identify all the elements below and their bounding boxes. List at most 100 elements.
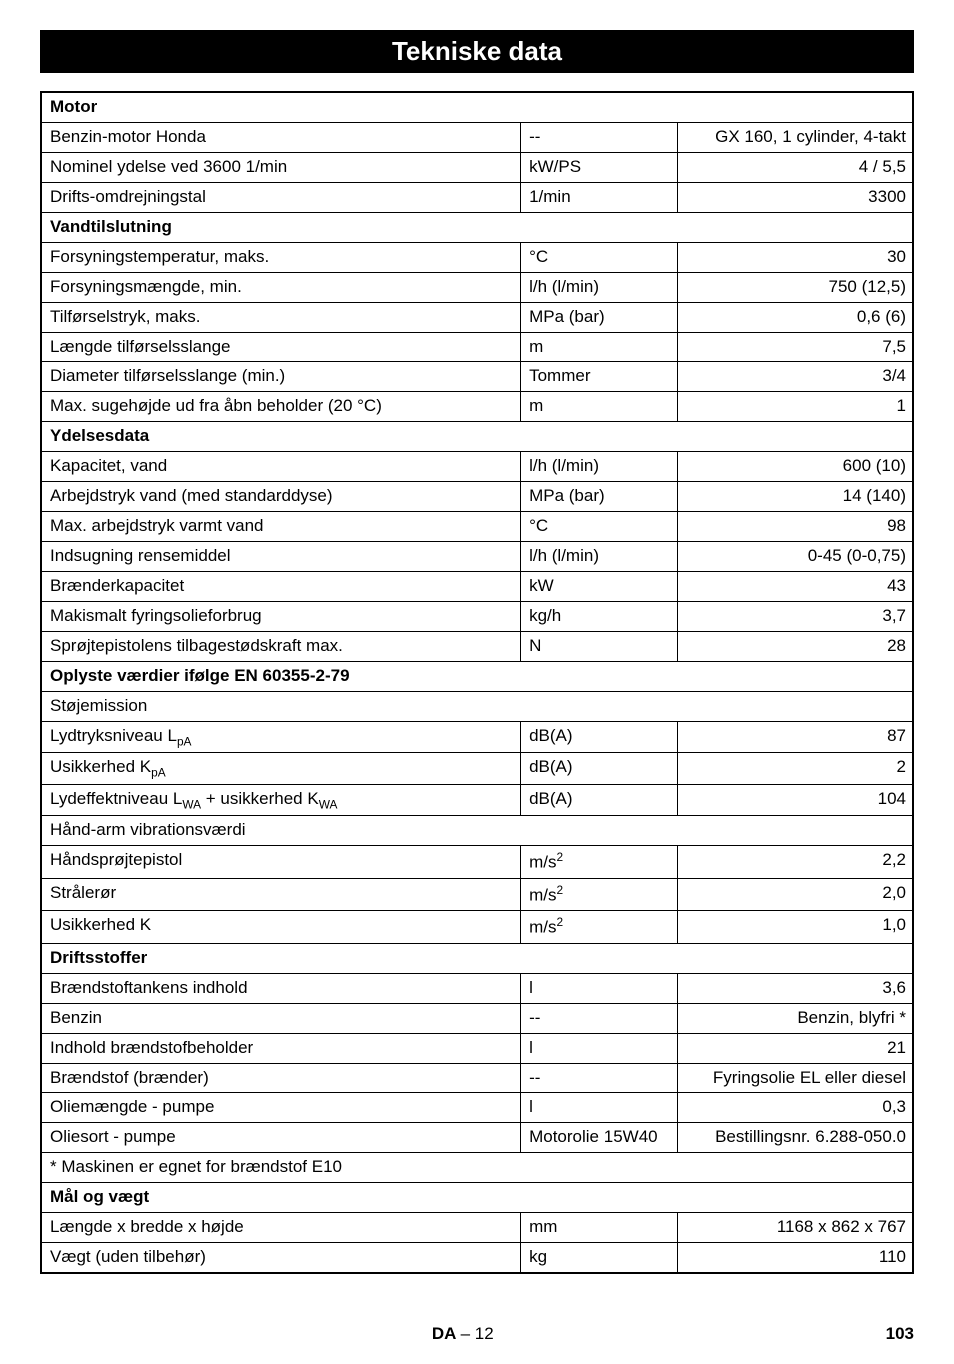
spec-unit: °C [521,242,678,272]
spec-value: 1 [678,392,913,422]
spec-label: Lydeffektniveau LWA + usikkerhed KWA [41,784,521,815]
section-subheader: Hånd-arm vibrationsværdi [41,816,913,846]
section-header: Driftsstoffer [41,943,913,973]
footer-page-number: 103 [886,1324,914,1344]
spec-row: Max. sugehøjde ud fra åbn beholder (20 °… [41,392,913,422]
spec-value: 104 [678,784,913,815]
spec-value: 1,0 [678,911,913,944]
spec-unit: l [521,973,678,1003]
spec-row: Usikkerhed KpAdB(A)2 [41,753,913,784]
spec-table: MotorBenzin-motor Honda--GX 160, 1 cylin… [40,91,914,1274]
spec-label: Usikkerhed K [41,911,521,944]
spec-value: Benzin, blyfri * [678,1003,913,1033]
spec-row: Vægt (uden tilbehør)kg110 [41,1243,913,1273]
spec-value: 0,6 (6) [678,302,913,332]
spec-row: Indsugning rensemiddell/h (l/min)0-45 (0… [41,542,913,572]
spec-label: Arbejdstryk vand (med standarddyse) [41,482,521,512]
spec-unit: MPa (bar) [521,482,678,512]
spec-unit: Motorolie 15W40 [521,1123,678,1153]
spec-label: Nominel ydelse ved 3600 1/min [41,152,521,182]
footer-center: DA – 12 [432,1324,494,1344]
spec-unit: -- [521,122,678,152]
spec-value: 87 [678,721,913,752]
spec-unit: l [521,1093,678,1123]
spec-value: 2,2 [678,845,913,878]
spec-unit: l [521,1033,678,1063]
section-header: Motor [41,92,913,122]
spec-value: 0-45 (0-0,75) [678,542,913,572]
section-header: Oplyste værdier ifølge EN 60355-2-79 [41,661,913,691]
spec-label: Tilførselstryk, maks. [41,302,521,332]
spec-label: Kapacitet, vand [41,452,521,482]
spec-unit: m/s2 [521,911,678,944]
spec-label: Brændstoftankens indhold [41,973,521,1003]
spec-value: Fyringsolie EL eller diesel [678,1063,913,1093]
spec-value: 0,3 [678,1093,913,1123]
spec-label: Benzin [41,1003,521,1033]
spec-label: Benzin-motor Honda [41,122,521,152]
spec-value: 3300 [678,182,913,212]
spec-row: Håndsprøjtepistolm/s22,2 [41,845,913,878]
spec-value: 21 [678,1033,913,1063]
spec-value: 30 [678,242,913,272]
spec-value: 3,7 [678,601,913,631]
spec-unit: -- [521,1063,678,1093]
spec-label: Forsyningstemperatur, maks. [41,242,521,272]
spec-label: Brænderkapacitet [41,572,521,602]
spec-row: Brændstoftankens indholdl3,6 [41,973,913,1003]
spec-row: Oliemængde - pumpel0,3 [41,1093,913,1123]
spec-value: 2 [678,753,913,784]
spec-value: Bestillingsnr. 6.288-050.0 [678,1123,913,1153]
spec-row: Benzin--Benzin, blyfri * [41,1003,913,1033]
spec-label: Makismalt fyringsolieforbrug [41,601,521,631]
spec-unit: -- [521,1003,678,1033]
spec-label: Lydtryksniveau LpA [41,721,521,752]
spec-value: 1168 x 862 x 767 [678,1213,913,1243]
spec-row: Tilførselstryk, maks.MPa (bar)0,6 (6) [41,302,913,332]
spec-label: Vægt (uden tilbehør) [41,1243,521,1273]
spec-row: Lydeffektniveau LWA + usikkerhed KWAdB(A… [41,784,913,815]
spec-row: Strålerørm/s22,0 [41,878,913,911]
spec-value: 28 [678,631,913,661]
spec-unit: N [521,631,678,661]
spec-unit: mm [521,1213,678,1243]
spec-row: Nominel ydelse ved 3600 1/minkW/PS4 / 5,… [41,152,913,182]
spec-unit: dB(A) [521,784,678,815]
spec-label: Indhold brændstofbeholder [41,1033,521,1063]
spec-label: Længde x bredde x højde [41,1213,521,1243]
spec-label: Forsyningsmængde, min. [41,272,521,302]
spec-row: Brændstof (brænder)--Fyringsolie EL elle… [41,1063,913,1093]
spec-unit: °C [521,512,678,542]
spec-row: Usikkerhed Km/s21,0 [41,911,913,944]
spec-value: 750 (12,5) [678,272,913,302]
spec-value: 600 (10) [678,452,913,482]
spec-unit: dB(A) [521,753,678,784]
spec-row: Benzin-motor Honda--GX 160, 1 cylinder, … [41,122,913,152]
spec-value: GX 160, 1 cylinder, 4-takt [678,122,913,152]
spec-value: 3/4 [678,362,913,392]
spec-unit: MPa (bar) [521,302,678,332]
spec-unit: m [521,392,678,422]
spec-value: 14 (140) [678,482,913,512]
spec-row: Indhold brændstofbeholderl21 [41,1033,913,1063]
spec-unit: kg [521,1243,678,1273]
spec-value: 98 [678,512,913,542]
spec-value: 110 [678,1243,913,1273]
spec-unit: Tommer [521,362,678,392]
section-subheader: Støjemission [41,691,913,721]
spec-label: Oliemængde - pumpe [41,1093,521,1123]
spec-label: Diameter tilførselsslange (min.) [41,362,521,392]
spec-unit: kW [521,572,678,602]
spec-label: Håndsprøjtepistol [41,845,521,878]
section-subheader: * Maskinen er egnet for brændstof E10 [41,1153,913,1183]
spec-row: Sprøjtepistolens tilbagestødskraft max.N… [41,631,913,661]
spec-row: Arbejdstryk vand (med standarddyse)MPa (… [41,482,913,512]
section-header: Vandtilslutning [41,212,913,242]
spec-row: BrænderkapacitetkW43 [41,572,913,602]
spec-row: Makismalt fyringsolieforbrugkg/h3,7 [41,601,913,631]
spec-row: Forsyningstemperatur, maks.°C30 [41,242,913,272]
spec-label: Drifts-omdrejningstal [41,182,521,212]
spec-label: Max. sugehøjde ud fra åbn beholder (20 °… [41,392,521,422]
spec-row: Længde tilførselsslangem7,5 [41,332,913,362]
spec-unit: kW/PS [521,152,678,182]
